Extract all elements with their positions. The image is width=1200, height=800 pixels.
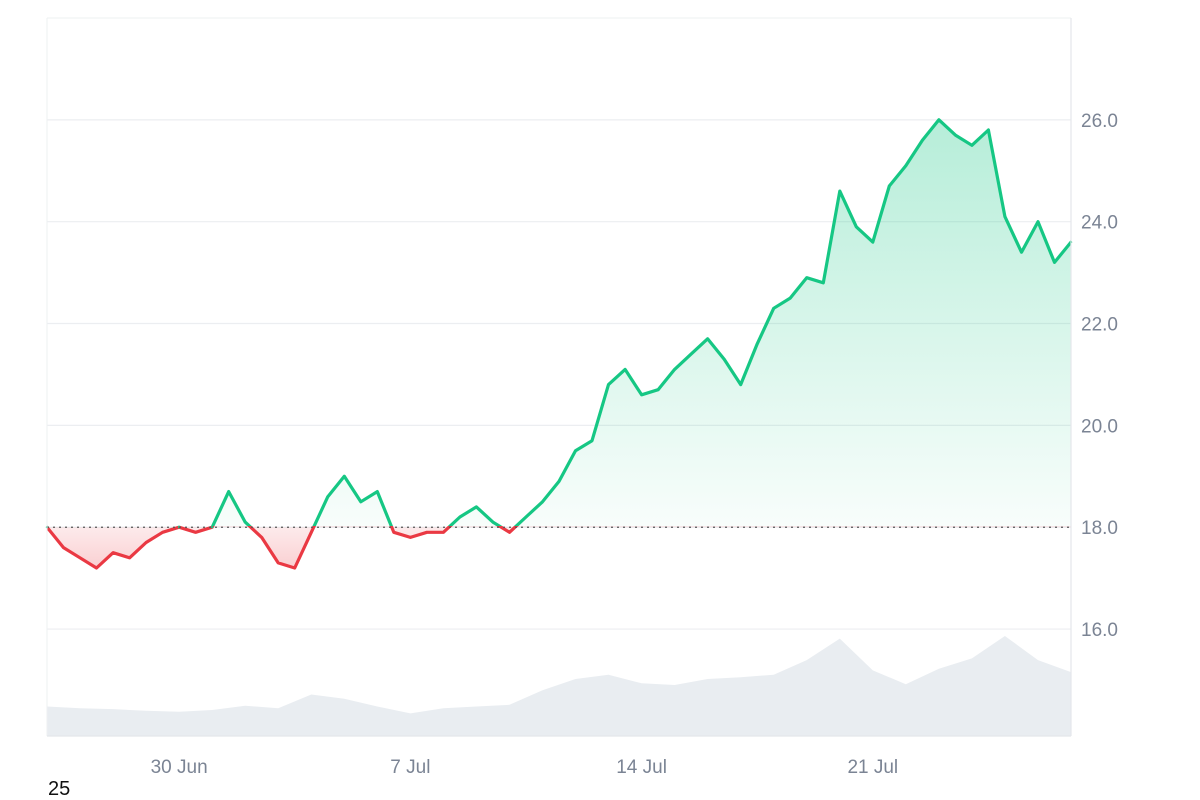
price-point	[326, 495, 329, 498]
price-point	[442, 531, 445, 534]
price-point	[1003, 215, 1007, 218]
price-point	[260, 536, 263, 539]
price-point	[855, 225, 858, 228]
price-point	[1053, 261, 1056, 264]
price-point	[458, 515, 462, 519]
price-point	[673, 368, 676, 371]
price-point	[409, 536, 412, 539]
price-point	[970, 144, 974, 147]
price-point	[161, 531, 164, 534]
price-point	[574, 449, 577, 452]
price-point	[640, 393, 643, 396]
price-point	[95, 566, 98, 570]
y-tick-label: 18.0	[1081, 518, 1118, 539]
x-axis: 30 Jun 7 Jul 14 Jul 21 Jul	[151, 757, 899, 778]
price-point	[739, 383, 742, 386]
x-tick-label: 21 Jul	[847, 757, 898, 778]
price-point	[590, 439, 594, 442]
price-point	[756, 342, 759, 346]
y-tick-label: 20.0	[1081, 416, 1118, 437]
price-point	[888, 184, 891, 188]
y-tick-label: 26.0	[1081, 111, 1118, 132]
footer-label: 25	[48, 778, 71, 800]
price-point	[772, 307, 775, 310]
price-point	[376, 490, 379, 493]
price-point	[111, 551, 115, 554]
price-point	[62, 546, 65, 549]
price-point	[557, 480, 561, 483]
price-point	[1036, 220, 1040, 223]
price-point	[244, 520, 247, 524]
price-point	[128, 556, 131, 559]
y-axis: 16.0 18.0 20.0 22.0 24.0 26.0	[1081, 111, 1118, 641]
price-point	[954, 133, 957, 137]
price-point	[706, 337, 709, 340]
price-point	[359, 500, 362, 503]
price-point	[623, 368, 627, 371]
price-point	[524, 515, 528, 519]
price-point	[144, 541, 148, 544]
price-point	[227, 490, 230, 493]
price-point	[491, 520, 495, 524]
price-point	[508, 531, 511, 534]
price-point	[277, 561, 280, 565]
price-point	[904, 164, 907, 167]
price-point	[1020, 251, 1023, 254]
price-point	[392, 531, 395, 534]
price-point	[937, 118, 941, 122]
price-point	[871, 240, 874, 244]
price-point	[541, 500, 544, 503]
x-tick-label: 30 Jun	[151, 757, 208, 778]
price-series	[45, 118, 1073, 570]
price-point	[656, 388, 660, 391]
price-point	[921, 139, 924, 142]
price-point	[194, 531, 197, 534]
price-point	[425, 531, 429, 534]
price-point	[293, 566, 296, 570]
price-point	[607, 383, 610, 386]
plot-frame	[46, 17, 1072, 737]
price-point	[475, 505, 478, 509]
x-tick-label: 7 Jul	[390, 757, 430, 778]
price-point	[78, 556, 82, 559]
y-tick-label: 22.0	[1081, 315, 1118, 336]
x-tick-label: 14 Jul	[616, 757, 667, 778]
price-area-below-baseline	[47, 526, 1071, 568]
price-point	[343, 475, 346, 478]
price-point	[838, 189, 841, 193]
y-tick-label: 16.0	[1081, 620, 1118, 641]
price-point	[310, 531, 313, 534]
y-tick-label: 24.0	[1081, 213, 1118, 234]
volume-area	[47, 636, 1071, 736]
price-point	[689, 352, 693, 356]
price-point	[805, 276, 808, 279]
volume-area-path	[47, 636, 1071, 736]
price-point	[789, 296, 792, 300]
price-point	[987, 128, 990, 132]
price-point	[723, 358, 726, 361]
price-point	[211, 526, 214, 529]
price-area-above-baseline	[212, 119, 1071, 526]
price-point	[822, 281, 825, 284]
